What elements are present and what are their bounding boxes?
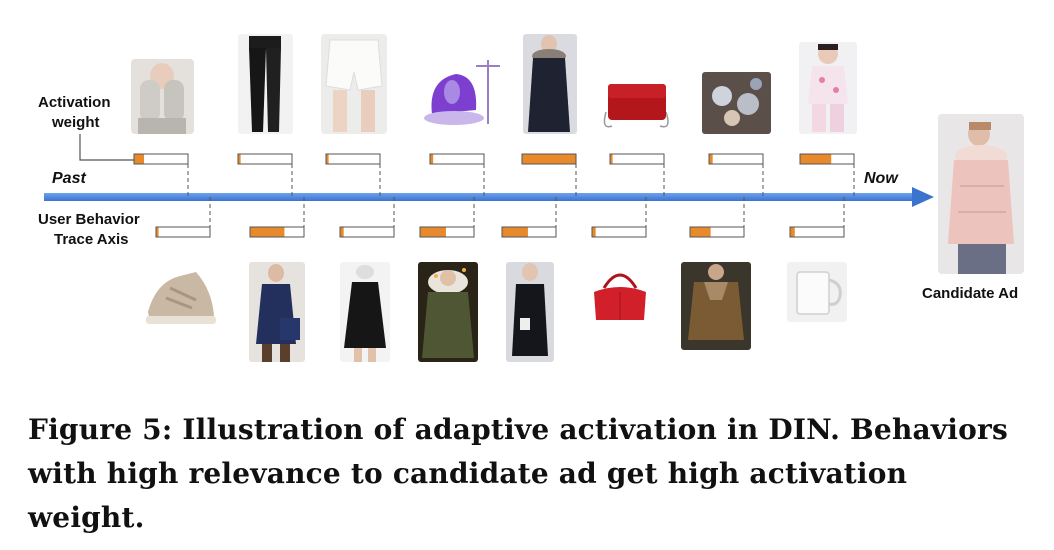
activation-label-line1: Activation: [38, 94, 111, 111]
bottom-row-bar-2: [249, 226, 305, 238]
garment-steamer-photo: [412, 52, 502, 134]
top-row-bar-4: [429, 153, 485, 165]
top-row-bar-2: [237, 153, 293, 165]
top-row-bar-7: [708, 153, 764, 165]
axis-label-line1: User Behavior: [38, 211, 140, 228]
red-boston-bag-photo: [590, 262, 650, 322]
gloves-photo: [131, 59, 194, 134]
activation-bars: [133, 153, 855, 238]
now-label: Now: [864, 170, 898, 187]
white-mug-photo: [787, 262, 847, 322]
activation-leader-line: [79, 134, 134, 161]
figure-caption: Figure 5: Illustration of adaptive activ…: [28, 413, 1008, 534]
candidate-ad-label: Candidate Ad: [922, 285, 1019, 302]
din-diagram: [44, 34, 1024, 362]
past-label: Past: [52, 170, 86, 187]
bottom-row-bar-7: [689, 226, 745, 238]
time-axis: [44, 187, 934, 207]
top-row-bar-6: [609, 153, 665, 165]
white-shorts-photo: [321, 34, 387, 134]
green-fur-hood-coat-photo: [418, 262, 478, 362]
bottom-row-bar-6: [591, 226, 647, 238]
long-black-coat-photo: [506, 262, 554, 362]
bottom-row-bar-8: [789, 226, 845, 238]
bottom-row-bar-3: [339, 226, 395, 238]
top-row-bar-3: [325, 153, 381, 165]
dark-down-coat-photo: [523, 34, 577, 134]
connectors: [187, 164, 855, 227]
black-dress-photo: [340, 262, 390, 362]
brown-fur-jacket-photo: [681, 262, 751, 350]
black-pants-photo: [238, 34, 293, 134]
bottom-row-bar-4: [419, 226, 475, 238]
bottom-row-bar-5: [501, 226, 557, 238]
silver-sneaker-photo: [140, 262, 220, 330]
activation-weight-label: Activation weight: [38, 93, 128, 133]
hair-accessories-photo: [702, 72, 771, 134]
bottom-row-bar-1: [155, 226, 211, 238]
top-row-bar-1: [133, 153, 189, 165]
kids-pajamas-photo: [799, 42, 857, 134]
user-behavior-axis-label: User Behavior Trace Axis: [38, 210, 168, 250]
top-row-bar-8: [799, 153, 855, 165]
pink-down-jacket-photo: [938, 114, 1024, 274]
axis-label-line2: Trace Axis: [54, 231, 129, 248]
red-handbag-photo: [596, 72, 676, 132]
top-row-bar-5: [521, 153, 577, 165]
navy-puffer-coat-photo: [249, 262, 305, 362]
activation-label-line2: weight: [52, 114, 100, 131]
